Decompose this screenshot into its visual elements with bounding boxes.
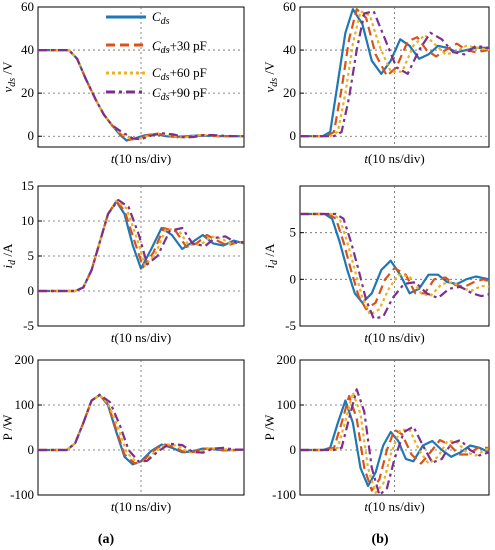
y-tick-label: 20 <box>21 85 34 100</box>
y-tick-label: -5 <box>23 318 34 333</box>
y-tick-label: 60 <box>21 0 34 14</box>
chart-vds-turn-on: 0 20 40 60 t(10 ns/div) vds /V <box>262 0 490 166</box>
y-axis-label: id /A <box>0 243 18 268</box>
x-axis-label: t(10 ns/div) <box>111 151 171 166</box>
x-axis-label: t(10 ns/div) <box>364 330 424 345</box>
series-line-3 <box>38 48 244 141</box>
series-line-4 <box>38 198 245 293</box>
y-tick-label: 100 <box>15 397 35 412</box>
series-line-2 <box>300 8 490 138</box>
y-axis-label: P /W <box>0 414 15 441</box>
series-line-4 <box>300 212 490 320</box>
y-tick-label: 40 <box>21 42 34 57</box>
y-tick-label: 200 <box>277 352 297 367</box>
series-line-4 <box>38 48 244 141</box>
chart-vds-turn-off: 0 20 40 60 t(10 ns/div) vds /V <box>0 0 245 166</box>
series-line-4 <box>300 388 490 497</box>
y-tick-label: 5 <box>290 225 297 240</box>
y-tick-label: 0 <box>28 442 35 457</box>
y-tick-label: 0 <box>28 128 35 143</box>
y-axis-label: vds /V <box>262 61 280 93</box>
chart-id-turn-on: -5 0 5 t(10 ns/div) id /A <box>262 185 490 345</box>
plot-frame <box>299 359 490 496</box>
x-axis-label: t(10 ns/div) <box>364 151 424 166</box>
y-tick-label: 60 <box>283 0 296 14</box>
series-line-2 <box>300 212 490 311</box>
x-axis-label: t(10 ns/div) <box>111 330 171 345</box>
panel-label-b: (b) <box>371 532 388 547</box>
y-axis-label: P /W <box>262 414 277 441</box>
legend: Cds Cds+30 pF Cds+60 pF Cds+90 pF <box>106 9 207 103</box>
y-tick-label: 20 <box>283 85 296 100</box>
y-tick-label: -100 <box>272 487 296 502</box>
chart-p-turn-on: -100 0 100 200 t(10 ns/div) P /W <box>262 352 490 514</box>
y-tick-label: -100 <box>10 487 34 502</box>
series-line-4 <box>300 10 490 138</box>
y-tick-label: 0 <box>28 283 35 298</box>
legend-label-1: Cds <box>152 9 170 27</box>
y-tick-label: 0 <box>290 271 297 286</box>
y-axis-label: vds /V <box>0 61 18 93</box>
y-tick-label: 5 <box>28 248 35 263</box>
chart-p-turn-off: -100 0 100 200 t(10 ns/div) P /W <box>0 352 245 514</box>
y-tick-label: 40 <box>283 42 296 57</box>
series-line-3 <box>300 212 490 316</box>
legend-label-2: Cds+30 pF <box>152 38 207 56</box>
y-tick-label: 10 <box>21 213 34 228</box>
x-axis-label: t(10 ns/div) <box>111 499 171 514</box>
y-tick-label: 15 <box>21 178 34 193</box>
y-tick-label: 200 <box>15 352 35 367</box>
series-line-1 <box>300 399 490 488</box>
y-tick-label: 0 <box>290 442 297 457</box>
legend-label-3: Cds+60 pF <box>152 65 207 83</box>
legend-label-4: Cds+90 pF <box>152 85 207 103</box>
y-axis-label: id /A <box>262 243 280 268</box>
plot-frame <box>37 359 245 496</box>
y-tick-label: -5 <box>285 318 296 333</box>
x-axis-label: t(10 ns/div) <box>364 499 424 514</box>
series-line-3 <box>38 199 245 293</box>
chart-panels: 0 20 40 60 t(10 ns/div) vds /V 0 20 40 60 t(10 ns/… <box>0 0 490 514</box>
panel-label-a: (a) <box>98 532 115 547</box>
series-line-4 <box>38 393 244 463</box>
chart-id-turn-off: -5 0 5 10 15 t(10 ns/div) id /A <box>0 178 245 345</box>
y-tick-label: 100 <box>277 397 297 412</box>
y-tick-label: 0 <box>290 128 297 143</box>
series-line-2 <box>38 200 244 293</box>
